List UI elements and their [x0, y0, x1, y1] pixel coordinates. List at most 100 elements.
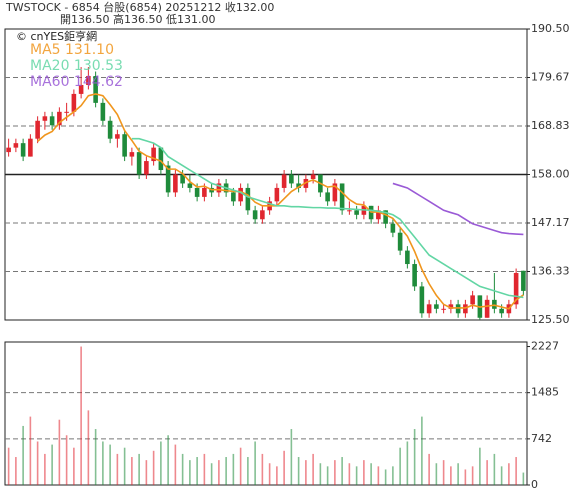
- candle-body: [325, 192, 330, 202]
- y-tick-label: 147.17: [531, 216, 570, 229]
- candle-body: [202, 187, 207, 197]
- volume-bar: [145, 460, 148, 485]
- y-tick-label: 125.50: [531, 313, 570, 326]
- volume-bar: [51, 444, 53, 485]
- volume-bar: [225, 457, 227, 485]
- volume-bar: [471, 466, 474, 485]
- volume-bar: [283, 450, 285, 485]
- candle-body: [260, 210, 265, 220]
- volume-bar: [276, 466, 278, 485]
- volume-bar: [116, 453, 119, 485]
- volume-bar: [312, 453, 314, 485]
- volume-bar: [73, 447, 75, 485]
- candle-body: [86, 76, 91, 85]
- candle-body: [448, 304, 454, 309]
- volume-bar: [384, 469, 387, 485]
- candle-body: [390, 223, 396, 233]
- volume-bar: [348, 463, 351, 485]
- candles: [6, 67, 526, 320]
- volume-bar: [29, 416, 32, 485]
- candle-body: [194, 187, 200, 197]
- candle-body: [238, 187, 243, 202]
- volume-bar: [421, 416, 423, 485]
- candle-body: [165, 165, 171, 193]
- volume-bar: [508, 463, 510, 485]
- volume-bar: [196, 457, 198, 485]
- volume-bar: [406, 441, 409, 485]
- y-tick-label: 1485: [531, 386, 559, 399]
- candle-body: [136, 152, 142, 175]
- candle-body: [499, 308, 504, 314]
- volume-bar: [428, 453, 430, 485]
- volume-bar: [15, 457, 17, 485]
- candle-body: [412, 264, 417, 287]
- volume-bar: [341, 457, 343, 485]
- y-tick-label: 0: [531, 478, 538, 491]
- candle-body: [289, 174, 294, 184]
- volume-bar: [479, 447, 481, 485]
- volume-bar: [363, 460, 365, 485]
- volume-bar: [464, 469, 467, 485]
- volume-bar: [435, 463, 438, 485]
- volume-bar: [152, 450, 155, 485]
- volume-bar: [450, 466, 452, 485]
- volume-bar: [138, 453, 140, 485]
- candle-body: [180, 174, 185, 184]
- candle-body: [513, 272, 519, 305]
- y-tick-label: 742: [531, 432, 552, 445]
- volume-bar: [218, 460, 220, 485]
- volume-bar: [174, 444, 177, 485]
- volume-bar: [254, 441, 256, 485]
- y-tick-label: 136.33: [531, 265, 570, 278]
- volume-bar: [268, 463, 271, 485]
- volume-bar: [261, 453, 264, 485]
- candle-body: [376, 210, 381, 220]
- volume-bar: [167, 435, 169, 485]
- y-tick-label: 2227: [531, 340, 559, 353]
- candle-body: [71, 93, 77, 112]
- candle-body: [158, 147, 164, 171]
- volume-bar: [7, 447, 10, 485]
- candle-body: [100, 102, 106, 121]
- volume-bar: [87, 410, 90, 485]
- ma-line: [37, 93, 524, 310]
- candle-body: [521, 270, 526, 291]
- candle-body: [252, 210, 258, 220]
- candle-body: [441, 308, 446, 310]
- candle-body: [13, 143, 19, 148]
- candle-body: [173, 174, 178, 193]
- volume-bar: [123, 447, 126, 485]
- volume-bar: [36, 441, 39, 485]
- volume-bar: [65, 435, 68, 485]
- volume-bar: [239, 447, 242, 485]
- volume-bar: [392, 466, 394, 485]
- volume-bar: [486, 460, 488, 485]
- volume-bar: [377, 466, 380, 485]
- plot-frame: [4, 341, 528, 486]
- volume-bar: [413, 429, 416, 485]
- volume-bar: [58, 419, 61, 485]
- volume-bar: [189, 460, 191, 485]
- candle-body: [28, 138, 33, 157]
- volume-bar: [319, 463, 322, 485]
- candle-body: [64, 111, 69, 113]
- volume-bar: [442, 460, 445, 485]
- y-tick-label: 158.00: [531, 168, 570, 181]
- volume-bar: [210, 463, 213, 485]
- legend-entry: MA5 131.10: [30, 42, 114, 58]
- candle-body: [42, 116, 48, 121]
- volume-bar: [326, 466, 329, 485]
- volume-bar: [297, 457, 300, 485]
- candle-body: [231, 192, 236, 202]
- candle-body: [107, 120, 113, 139]
- volume-bar: [131, 457, 133, 485]
- candle-body: [78, 84, 84, 94]
- candle-body: [151, 147, 156, 162]
- legend-entry: MA20 130.53: [30, 58, 123, 74]
- ma-line: [131, 137, 524, 299]
- candle-body: [122, 134, 127, 157]
- volume-bar: [290, 429, 293, 485]
- ma-line: [392, 182, 524, 236]
- volume-bar: [203, 453, 206, 485]
